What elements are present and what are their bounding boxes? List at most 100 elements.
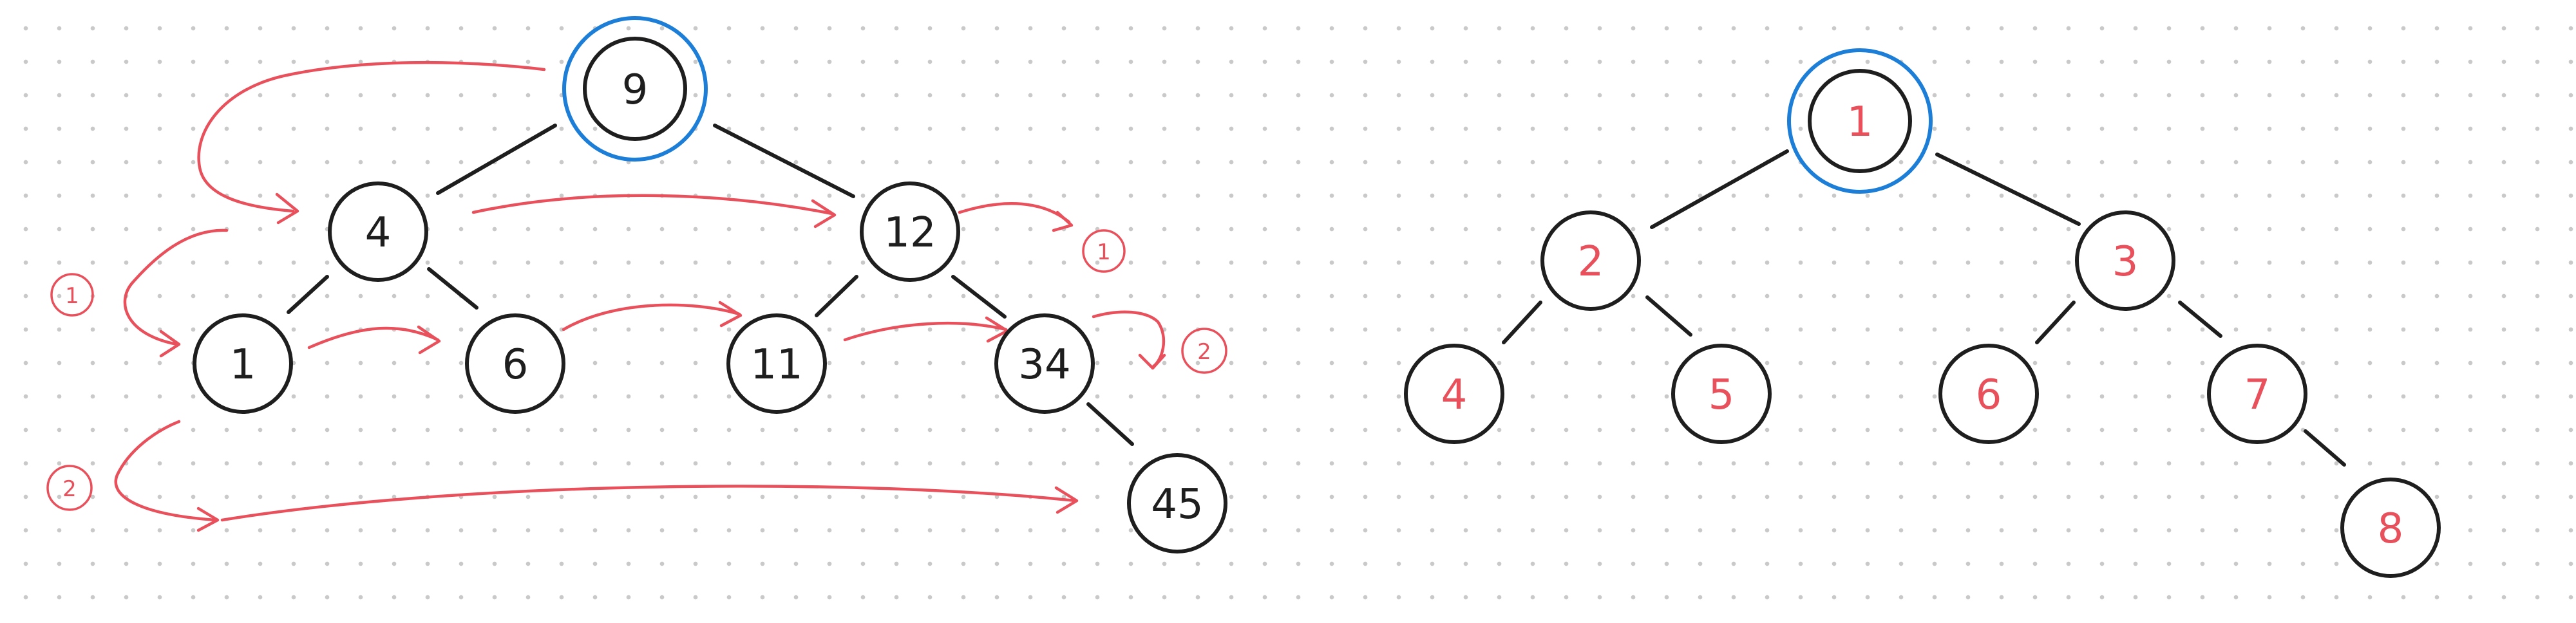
arrow-head-9-to-4 bbox=[275, 192, 299, 225]
step-marker-2-left: 2 bbox=[46, 465, 93, 511]
tree-node-6-right[interactable]: 6 bbox=[1938, 344, 2039, 444]
edge-4-6 bbox=[427, 267, 478, 310]
edge-2-4 bbox=[1502, 301, 1542, 344]
node-circle bbox=[1808, 69, 1912, 173]
arrow-1-to-6 bbox=[307, 326, 440, 349]
step-marker-ring bbox=[1082, 229, 1126, 273]
root-highlight-ring bbox=[1787, 48, 1933, 194]
left-tree-edges bbox=[287, 124, 1134, 446]
edge-4-1 bbox=[287, 275, 329, 314]
root-highlight-ring bbox=[562, 16, 708, 162]
tree-node-45[interactable]: 45 bbox=[1127, 453, 1227, 553]
node-circle bbox=[1404, 344, 1504, 444]
tree-node-1[interactable]: 1 bbox=[193, 313, 293, 414]
tree-node-2[interactable]: 2 bbox=[1540, 210, 1641, 311]
node-circle bbox=[1127, 453, 1227, 553]
arrow-head-12-to-marker1 bbox=[1052, 210, 1074, 232]
node-label: 7 bbox=[2244, 371, 2271, 419]
arrow-marker2-to-45 bbox=[114, 420, 218, 522]
arrow-head-1-to-6 bbox=[417, 325, 441, 355]
left-tree-arrows bbox=[114, 60, 1166, 532]
right-tree-edges bbox=[1502, 149, 2346, 467]
node-circle bbox=[994, 313, 1095, 414]
left-tree-markers: 1 1 2 2 bbox=[46, 229, 1227, 511]
arrow-head-marker1-to-1 bbox=[159, 330, 181, 358]
arrow-head-4-to-12 bbox=[811, 199, 837, 228]
arrow-head-long-to-45 bbox=[1054, 486, 1079, 514]
node-circle bbox=[2075, 210, 2175, 311]
node-label: 2 bbox=[1578, 238, 1604, 286]
arrow-head-34-to-marker2 bbox=[1138, 353, 1166, 370]
tree-node-4-right[interactable]: 4 bbox=[1404, 344, 1504, 444]
arrow-marker1-to-1 bbox=[123, 228, 229, 346]
edge-12-11 bbox=[815, 275, 858, 317]
tree-node-3[interactable]: 3 bbox=[2075, 210, 2175, 311]
node-circle bbox=[465, 313, 565, 414]
node-circle bbox=[1671, 344, 1772, 444]
arrow-long-to-45 bbox=[220, 485, 1077, 522]
node-circle bbox=[726, 313, 827, 414]
node-circle bbox=[1938, 344, 2039, 444]
tree-node-34[interactable]: 34 bbox=[994, 313, 1095, 414]
edge-3-7 bbox=[2178, 301, 2222, 338]
edge-9-4 bbox=[436, 124, 557, 195]
node-circle bbox=[1540, 210, 1641, 311]
step-marker-label: 2 bbox=[1197, 339, 1211, 365]
tree-node-1-root[interactable]: 1 bbox=[1787, 48, 1933, 194]
tree-node-7[interactable]: 7 bbox=[2207, 344, 2307, 444]
node-label: 12 bbox=[884, 209, 936, 257]
arrow-34-to-marker2 bbox=[1092, 310, 1166, 369]
step-marker-ring bbox=[1181, 328, 1227, 374]
arrow-9-to-4 bbox=[197, 60, 546, 213]
node-label: 9 bbox=[622, 66, 649, 114]
tree-node-11[interactable]: 11 bbox=[726, 313, 827, 414]
edge-9-12 bbox=[713, 124, 855, 198]
right-tree-nodes: 1 2 3 4 5 6 7 8 bbox=[1404, 48, 2441, 578]
node-circle bbox=[2207, 344, 2307, 444]
step-marker-2-right: 2 bbox=[1181, 328, 1227, 374]
step-marker-1-left: 1 bbox=[50, 273, 94, 317]
edge-2-5 bbox=[1645, 295, 1692, 337]
tree-node-6[interactable]: 6 bbox=[465, 313, 565, 414]
step-marker-1-right: 1 bbox=[1082, 229, 1126, 273]
tree-node-12[interactable]: 12 bbox=[860, 181, 960, 282]
step-marker-label: 2 bbox=[62, 476, 77, 502]
node-label: 4 bbox=[1441, 371, 1468, 419]
tree-node-4[interactable]: 4 bbox=[328, 181, 428, 282]
node-label: 1 bbox=[230, 341, 256, 389]
edge-1-3 bbox=[1935, 153, 2081, 226]
node-circle bbox=[2340, 478, 2441, 578]
node-label: 1 bbox=[1847, 98, 1873, 146]
tree-node-5[interactable]: 5 bbox=[1671, 344, 1772, 444]
tree-node-9[interactable]: 9 bbox=[562, 16, 708, 162]
node-label: 4 bbox=[365, 209, 392, 257]
edge-34-45 bbox=[1086, 402, 1134, 446]
node-label: 8 bbox=[2378, 505, 2404, 553]
arrow-head-6-to-11 bbox=[718, 301, 743, 328]
node-label: 45 bbox=[1151, 481, 1203, 528]
edge-12-34 bbox=[951, 275, 1007, 319]
node-circle bbox=[193, 313, 293, 414]
step-marker-ring bbox=[50, 273, 94, 317]
node-label: 6 bbox=[1976, 371, 2002, 419]
node-circle bbox=[328, 181, 428, 282]
step-marker-label: 1 bbox=[65, 283, 79, 309]
node-label: 6 bbox=[502, 341, 529, 389]
left-tree-nodes: 9 4 12 1 6 11 34 45 bbox=[193, 16, 1227, 553]
node-label: 11 bbox=[750, 341, 802, 389]
arrow-12-to-marker1 bbox=[958, 202, 1071, 224]
edge-7-8 bbox=[2304, 429, 2346, 467]
tree-node-8[interactable]: 8 bbox=[2340, 478, 2441, 578]
node-circle bbox=[860, 181, 960, 282]
arrow-6-to-11 bbox=[562, 303, 741, 331]
edge-3-6 bbox=[2035, 301, 2076, 344]
node-label: 5 bbox=[1709, 371, 1735, 419]
node-circle bbox=[583, 37, 687, 141]
node-label: 34 bbox=[1018, 341, 1070, 389]
step-marker-ring bbox=[46, 465, 93, 511]
node-label: 3 bbox=[2112, 238, 2139, 286]
arrow-11-to-34 bbox=[843, 322, 1008, 342]
arrow-head-marker2-to-45a bbox=[196, 507, 220, 532]
step-marker-label: 1 bbox=[1097, 239, 1111, 265]
